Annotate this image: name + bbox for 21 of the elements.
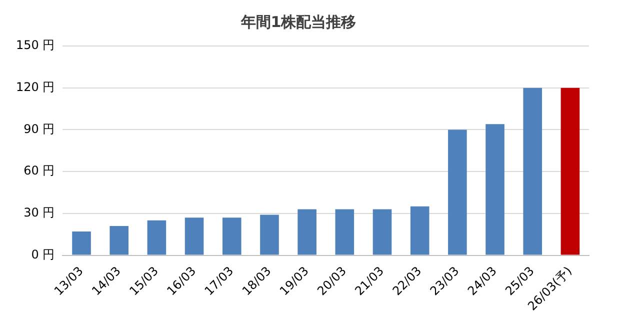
bar bbox=[147, 220, 166, 255]
y-tick-label: 90 円 bbox=[24, 122, 55, 136]
y-tick-label: 150 円 bbox=[16, 38, 55, 52]
bar bbox=[560, 88, 580, 255]
y-tick-label: 60 円 bbox=[24, 164, 55, 178]
bar bbox=[222, 218, 242, 255]
bar bbox=[372, 209, 392, 255]
bar bbox=[184, 218, 204, 255]
bar bbox=[335, 209, 354, 255]
y-tick-label: 0 円 bbox=[31, 247, 55, 262]
bar bbox=[72, 232, 91, 255]
bar bbox=[260, 214, 279, 255]
bar bbox=[523, 88, 542, 255]
y-tick-label: 30 円 bbox=[24, 206, 55, 220]
bar bbox=[410, 206, 430, 255]
bar bbox=[298, 209, 316, 255]
bar bbox=[448, 130, 467, 255]
y-tick-label: 120 円 bbox=[16, 80, 55, 94]
bar bbox=[486, 124, 504, 255]
chart-title: 年間1株配当推移 bbox=[240, 12, 356, 31]
bar bbox=[110, 226, 129, 255]
